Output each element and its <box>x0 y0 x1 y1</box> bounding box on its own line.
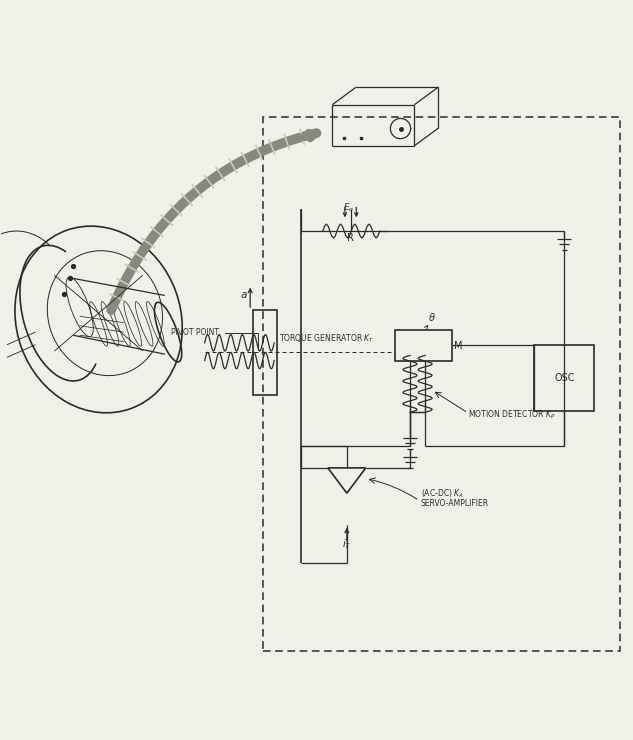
Text: R: R <box>347 232 354 243</box>
Text: $i_T$: $i_T$ <box>342 536 352 551</box>
Bar <box>263 118 620 651</box>
Text: M: M <box>454 341 463 352</box>
Text: OSC: OSC <box>554 373 575 383</box>
Text: MOTION DETECTOR $K_P$: MOTION DETECTOR $K_P$ <box>468 408 556 421</box>
Text: a: a <box>241 290 247 300</box>
Text: (AC-DC) $K_A$: (AC-DC) $K_A$ <box>421 488 464 500</box>
Bar <box>534 345 594 411</box>
Text: PIVOT POINT: PIVOT POINT <box>172 329 258 350</box>
Text: $E_o$: $E_o$ <box>343 201 354 214</box>
Bar <box>396 330 453 360</box>
Text: $\theta$: $\theta$ <box>428 311 436 323</box>
Text: TORQUE GENERATOR $K_T$: TORQUE GENERATOR $K_T$ <box>279 332 374 345</box>
Bar <box>253 310 277 395</box>
Text: SERVO-AMPLIFIER: SERVO-AMPLIFIER <box>421 499 489 508</box>
